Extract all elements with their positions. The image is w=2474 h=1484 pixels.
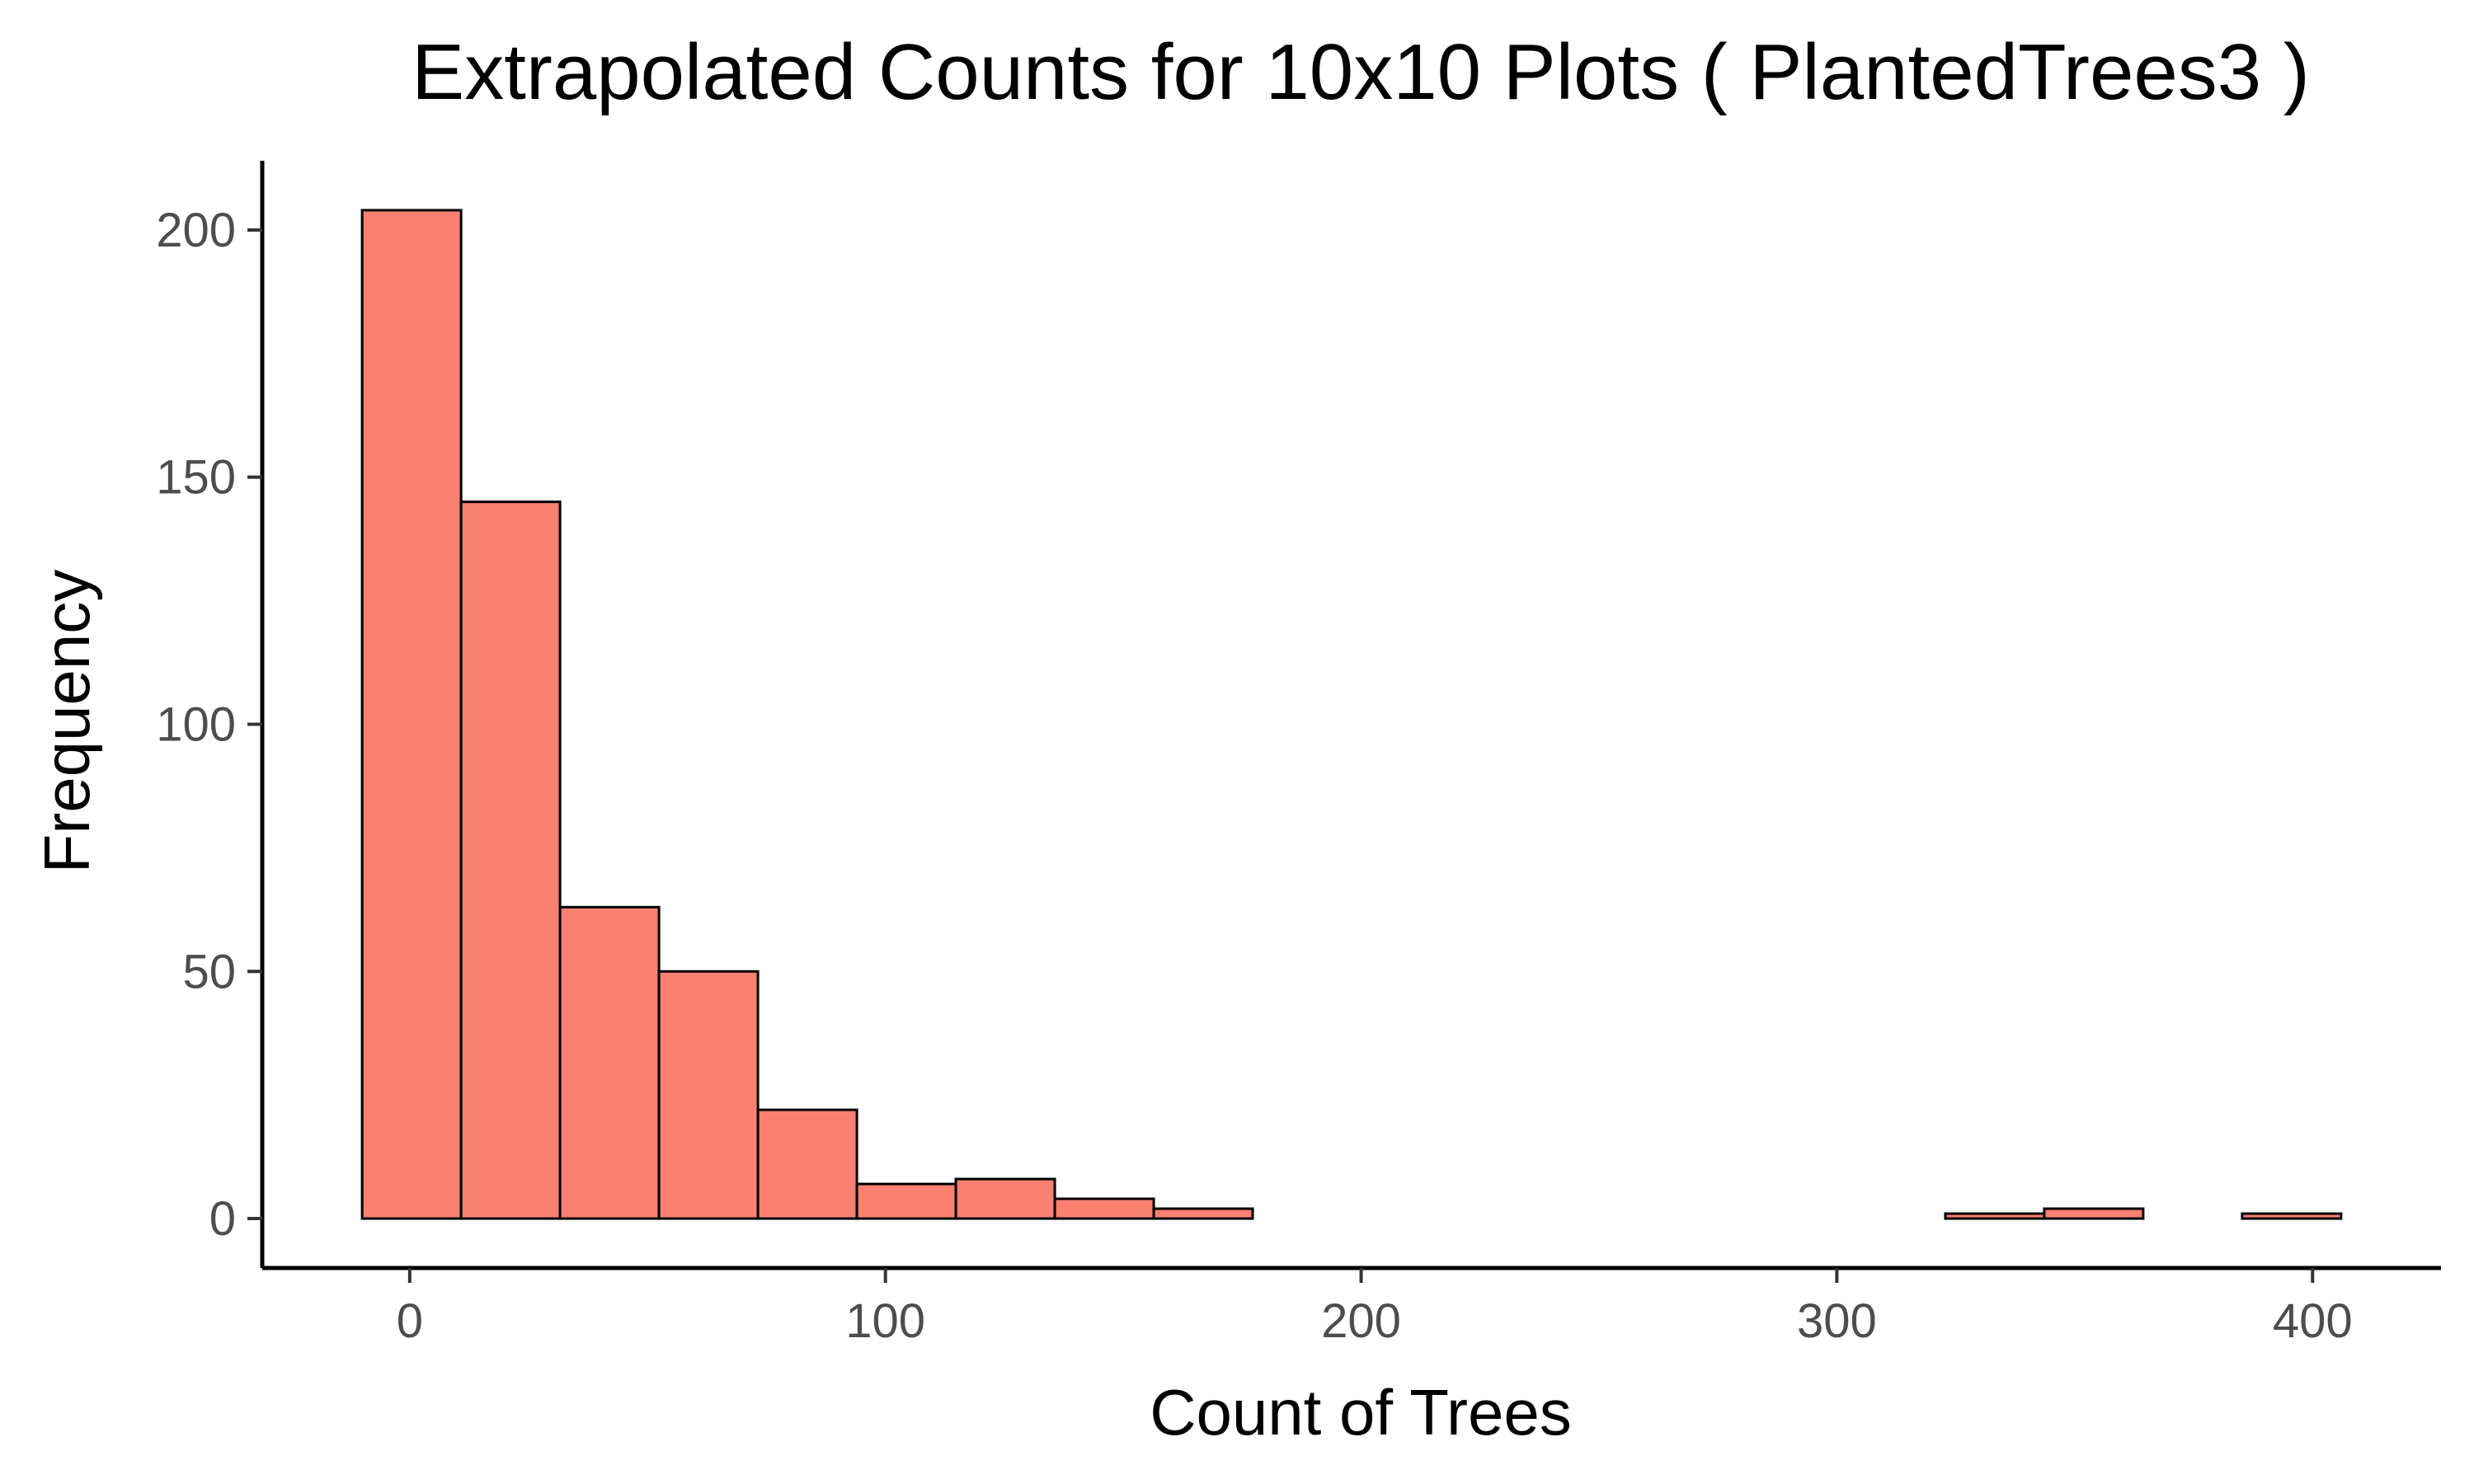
- x-tick-label-0: 0: [397, 1294, 423, 1348]
- histogram-bar-19: [2241, 1212, 2343, 1220]
- x-tick-label-400: 400: [2273, 1294, 2353, 1348]
- y-tick-label-150: 150: [156, 451, 236, 505]
- y-axis-title: Frequency: [31, 570, 103, 874]
- histogram-bar-8: [1152, 1207, 1254, 1220]
- histogram-bar-6: [954, 1177, 1056, 1220]
- y-tick-label-100: 100: [156, 697, 236, 751]
- axes-layer: [260, 161, 2441, 1270]
- y-tick-label-0: 0: [209, 1192, 236, 1246]
- histogram-bar-1: [459, 500, 562, 1220]
- histogram-bar-3: [657, 970, 760, 1220]
- histogram-bar-17: [2043, 1207, 2145, 1220]
- ticks-layer: 0 100 200 300 400 0 50 100 150 200: [156, 204, 2352, 1348]
- histogram-bar-5: [855, 1182, 957, 1220]
- histogram-bar-4: [756, 1108, 858, 1220]
- y-tick-label-50: 50: [182, 945, 236, 998]
- chart-title: Extrapolated Counts for 10x10 Plots ( Pl…: [412, 28, 2310, 116]
- x-tick-label-300: 300: [1797, 1294, 1877, 1348]
- bars-layer: [360, 209, 2343, 1220]
- histogram-bar-16: [1944, 1212, 2046, 1220]
- histogram-bar-7: [1053, 1197, 1155, 1220]
- histogram-bar-0: [360, 209, 463, 1220]
- x-tick-label-200: 200: [1321, 1294, 1401, 1348]
- y-tick-label-200: 200: [156, 204, 236, 257]
- x-tick-label-100: 100: [845, 1294, 925, 1348]
- x-axis-title: Count of Trees: [1150, 1376, 1572, 1449]
- histogram-bar-2: [558, 905, 661, 1220]
